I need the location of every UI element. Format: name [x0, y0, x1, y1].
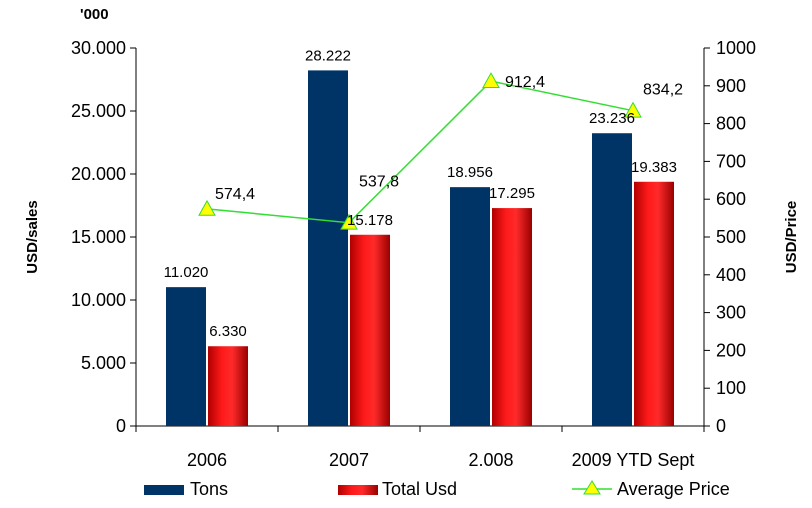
- y-right-tick-label: 600: [716, 189, 746, 209]
- price-marker: [624, 101, 642, 118]
- bar-total-usd: [634, 181, 674, 426]
- y-right-tick-label: 100: [716, 378, 746, 398]
- line-average-price: [206, 80, 634, 224]
- data-label-total-usd: 15.178: [347, 212, 393, 229]
- x-tick-label: 2006: [187, 450, 227, 470]
- price-marker: [198, 199, 216, 216]
- data-label-total-usd: 6.330: [209, 323, 247, 340]
- legend-label-total-usd: Total Usd: [382, 479, 457, 499]
- y-right-tick-label: 0: [716, 416, 726, 436]
- data-label-total-usd: 17.295: [489, 185, 535, 202]
- x-tick-label: 2.008: [468, 450, 513, 470]
- y-left-tick-label: 5.000: [81, 353, 126, 373]
- legend-marker-average-price: [583, 480, 601, 495]
- data-label-average-price: 574,4: [215, 186, 255, 203]
- y-right-tick-label: 400: [716, 265, 746, 285]
- data-label-tons: 18.956: [447, 164, 493, 181]
- data-labels: 11.020 6.330 28.222 15.178 18.956 17.295 23.23…: [164, 47, 684, 340]
- y-left-tick-label: 15.000: [71, 227, 126, 247]
- unit-note: '000: [80, 6, 109, 23]
- data-label-average-price: 537,8: [359, 174, 399, 191]
- line-series: [198, 72, 642, 230]
- bar-tons: [592, 133, 632, 427]
- price-marker: [482, 72, 500, 89]
- bar-tons: [450, 187, 490, 426]
- y-left-tick-label: 25.000: [71, 101, 126, 121]
- price-marker: [340, 213, 358, 230]
- legend-swatch-total-usd: [338, 485, 378, 495]
- y-left-tick-label: 10.000: [71, 290, 126, 310]
- y-right-tick-label: 1000: [716, 38, 756, 58]
- data-label-tons: 28.222: [305, 47, 351, 64]
- y-axis-right-label: USD/Price: [783, 201, 800, 274]
- y-axis-left: 0 5.000 10.000 15.000 20.000 25.000 30.000: [71, 38, 137, 436]
- data-label-tons: 11.020: [164, 264, 209, 281]
- y-right-tick-label: 500: [716, 227, 746, 247]
- bar-tons: [308, 70, 348, 426]
- bar-tons: [166, 287, 206, 426]
- x-axis: 2006 2007 2.008 2009 YTD Sept: [135, 425, 705, 470]
- legend: Tons Total Usd Average Price: [144, 479, 730, 499]
- data-label-average-price: 912,4: [505, 74, 545, 91]
- y-left-tick-label: 0: [116, 416, 126, 436]
- x-tick-label: 2007: [329, 450, 369, 470]
- y-left-tick-label: 30.000: [71, 38, 126, 58]
- x-tick-label: 2009 YTD Sept: [572, 450, 695, 470]
- y-right-tick-label: 800: [716, 114, 746, 134]
- legend-swatch-tons: [144, 485, 184, 495]
- y-right-tick-label: 900: [716, 76, 746, 96]
- y-axis-left-label: USD/sales: [24, 200, 41, 273]
- y-right-tick-label: 200: [716, 340, 746, 360]
- bar-total-usd: [350, 234, 390, 426]
- y-left-tick-label: 20.000: [71, 164, 126, 184]
- data-label-tons: 23.236: [589, 110, 635, 127]
- legend-label-average-price: Average Price: [617, 479, 730, 499]
- data-label-average-price: 834,2: [643, 82, 683, 99]
- y-right-tick-label: 700: [716, 151, 746, 171]
- legend-label-tons: Tons: [190, 479, 228, 499]
- bar-total-usd: [208, 346, 248, 426]
- bar-total-usd: [492, 208, 532, 426]
- y-axis-right: 0 100 200 300 400 500 600 700 800 900 1000: [703, 38, 756, 436]
- y-right-tick-label: 300: [716, 303, 746, 323]
- data-label-total-usd: 19.383: [631, 159, 677, 176]
- bar-series: [166, 70, 674, 427]
